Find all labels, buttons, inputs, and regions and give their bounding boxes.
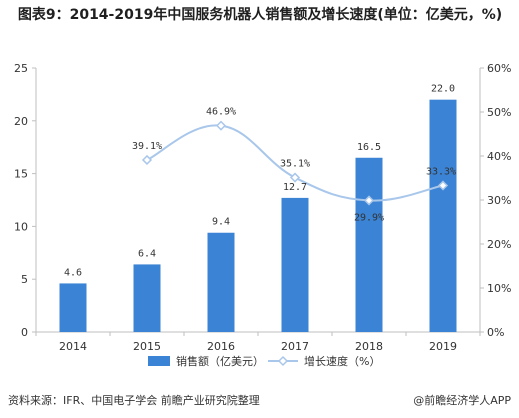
legend-bar-swatch: [148, 356, 170, 366]
y-left-tick-label: 10: [14, 220, 28, 233]
bar-value-label: 12.7: [283, 182, 307, 193]
x-tick-label: 2014: [59, 340, 87, 353]
growth-line-series: [141, 120, 449, 206]
growth-value-label: 29.9%: [354, 212, 384, 223]
bar-series: [59, 99, 457, 333]
x-tick-label: 2019: [429, 340, 457, 353]
credit-note: @前瞻经济学人APP: [413, 394, 511, 407]
data-labels: 4.6 6.4 9.4 12.7 16.5 22.0 39.1% 46.9% 35.1% 29.9…: [64, 84, 456, 279]
growth-marker: [363, 195, 375, 206]
bar: [207, 232, 235, 332]
bar: [281, 197, 309, 332]
y-left-tick-label: 20: [14, 115, 28, 128]
bar: [133, 264, 161, 332]
bar: [355, 157, 383, 332]
legend-line-marker: [277, 355, 289, 367]
x-tick-label: 2017: [281, 340, 309, 353]
bar-value-label: 16.5: [357, 142, 381, 153]
x-tick-label: 2016: [207, 340, 235, 353]
bar-value-label: 22.0: [431, 84, 455, 95]
y-left-tick-label: 5: [21, 273, 28, 286]
x-tick-label: 2015: [133, 340, 161, 353]
bar-value-label: 6.4: [138, 248, 156, 259]
growth-value-label: 46.9%: [206, 107, 236, 118]
y-left-tick-label: 0: [21, 326, 28, 339]
bar-value-label: 9.4: [212, 217, 230, 228]
y-left-tick-label: 25: [14, 62, 28, 75]
bar: [59, 283, 87, 332]
y-right-tick-label: 10%: [487, 282, 511, 295]
source-note: 资料来源：IFR、中国电子学会 前瞻产业研究院整理: [8, 394, 260, 407]
x-tick-label: 2018: [355, 340, 383, 353]
growth-value-label: 35.1%: [280, 159, 310, 170]
legend: 销售额（亿美元） 增长速度（%）: [148, 354, 380, 368]
growth-marker: [289, 172, 301, 183]
chart-axes: 0 5 10 15 20 25 0% 10% 20% 30% 40% 50% 60% 2014 2015 20…: [14, 62, 511, 353]
chart-title: 图表9：2014-2019年中国服务机器人销售额及增长速度(单位：亿美元，%): [17, 7, 503, 23]
y-right-tick-label: 30%: [487, 194, 511, 207]
y-right-tick-label: 0%: [487, 326, 504, 339]
growth-value-label: 33.3%: [426, 166, 456, 177]
y-right-tick-label: 60%: [487, 62, 511, 75]
y-right-tick-label: 50%: [487, 106, 511, 119]
bar-value-label: 4.6: [64, 267, 82, 278]
growth-marker: [437, 180, 449, 191]
legend-bar-label: 销售额（亿美元）: [176, 354, 264, 368]
bar: [429, 99, 457, 333]
growth-marker: [215, 120, 227, 131]
y-left-tick-label: 15: [14, 168, 28, 181]
y-right-tick-label: 40%: [487, 150, 511, 163]
growth-value-label: 39.1%: [132, 141, 162, 152]
growth-marker: [141, 154, 153, 166]
legend-line-label: 增长速度（%）: [304, 354, 380, 368]
y-right-tick-label: 20%: [487, 238, 511, 251]
